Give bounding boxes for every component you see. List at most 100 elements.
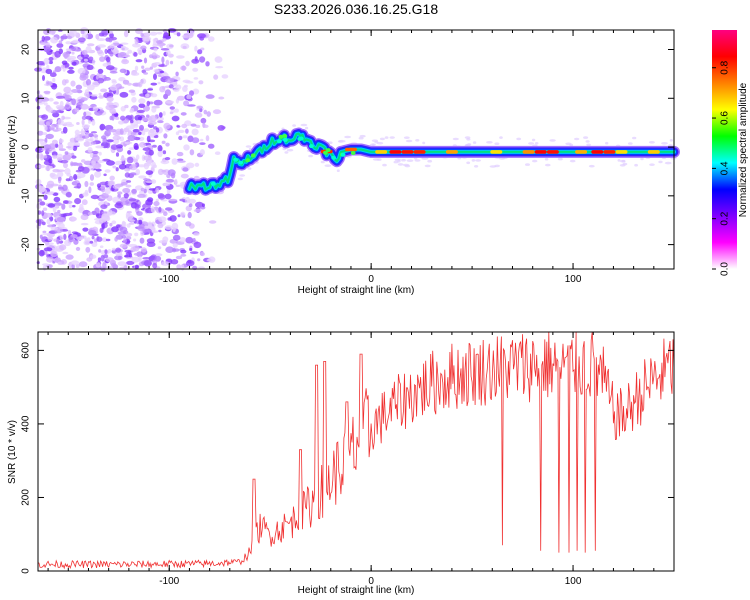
noise-blob <box>140 32 144 37</box>
noise-blob <box>139 141 146 148</box>
noise-blob <box>114 236 118 242</box>
noise-blob <box>67 69 75 74</box>
noise-blob <box>89 182 95 186</box>
noise-blob <box>143 260 152 267</box>
noise-blob <box>75 137 85 142</box>
noise-blob <box>80 103 89 110</box>
noise-blob <box>150 82 158 86</box>
noise-blob <box>42 207 48 211</box>
noise-blob <box>43 154 48 159</box>
noise-blob <box>57 157 63 162</box>
noise-blob <box>133 204 141 209</box>
noise-blob <box>147 221 153 227</box>
noise-blob <box>123 193 129 199</box>
ridge-blob <box>210 181 216 186</box>
noise-blob <box>185 260 195 267</box>
noise-blob <box>144 150 152 155</box>
noise-blob <box>164 225 173 230</box>
noise-blob <box>106 65 115 71</box>
ridge-blob <box>277 139 282 144</box>
colorbar-tick-label: 0.0 <box>720 262 731 276</box>
noise-blob <box>161 261 170 266</box>
noise-blob <box>149 115 158 122</box>
noise-blob <box>46 218 51 225</box>
noise-blob <box>63 86 72 94</box>
noise-blob <box>142 36 152 42</box>
noise-blob <box>58 177 62 184</box>
noise-blob <box>81 115 87 121</box>
noise-blob <box>138 219 143 225</box>
noise-blob <box>150 206 155 213</box>
noise-blob <box>123 30 129 38</box>
noise-blob <box>158 229 162 233</box>
snr-y-axis-label: SNR (10 * v/v) <box>7 420 18 484</box>
noise-blob <box>70 80 76 87</box>
noise-blob <box>54 50 61 58</box>
noise-blob <box>153 99 163 106</box>
noise-blob <box>115 167 119 172</box>
noise-blob <box>120 157 128 161</box>
noise-blob <box>308 154 313 158</box>
noise-blob <box>83 58 88 62</box>
noise-blob <box>177 129 185 133</box>
noise-blob <box>494 164 500 168</box>
noise-blob <box>139 124 144 131</box>
ridge-peak <box>522 150 535 154</box>
noise-blob <box>157 150 163 158</box>
noise-blob <box>130 107 135 112</box>
noise-blob <box>127 150 132 155</box>
noise-blob <box>166 43 174 49</box>
noise-blob <box>59 160 69 164</box>
noise-blob <box>565 142 572 146</box>
noise-blob <box>62 251 69 255</box>
noise-blob <box>80 222 89 226</box>
noise-blob <box>172 247 177 253</box>
noise-blob <box>80 53 90 59</box>
noise-blob <box>43 90 51 94</box>
noise-blob <box>50 226 58 231</box>
noise-blob <box>52 77 56 83</box>
noise-blob <box>184 32 194 39</box>
noise-blob <box>160 48 170 51</box>
noise-blob <box>157 120 164 124</box>
noise-blob <box>114 116 120 120</box>
noise-blob <box>71 155 77 159</box>
noise-blob <box>90 94 98 97</box>
noise-blob <box>193 241 202 249</box>
noise-blob <box>471 159 476 162</box>
noise-blob <box>98 92 102 96</box>
noise-blob <box>89 254 97 259</box>
noise-blob <box>47 107 53 113</box>
noise-blob <box>557 157 563 161</box>
noise-blob <box>157 194 166 200</box>
noise-blob <box>74 198 82 205</box>
noise-blob <box>110 43 115 49</box>
spectrogram-ytick-label: 20 <box>21 44 32 56</box>
snr-xtick-label: -100 <box>159 576 179 587</box>
noise-blob <box>71 46 76 52</box>
noise-blob <box>588 164 595 168</box>
noise-blob <box>172 242 178 248</box>
noise-blob <box>186 104 196 107</box>
noise-blob <box>96 38 106 42</box>
noise-blob <box>147 129 157 137</box>
noise-blob <box>125 252 131 256</box>
noise-blob <box>121 59 129 65</box>
noise-blob <box>160 159 170 165</box>
noise-blob <box>182 135 188 139</box>
noise-blob <box>144 162 152 167</box>
noise-blob <box>89 174 95 181</box>
colorbar-ticks: 0.0 0.2 0.4 0.6 0.8 <box>712 60 731 276</box>
noise-blob <box>38 249 45 257</box>
noise-blob <box>574 137 580 141</box>
noise-blob <box>142 147 151 152</box>
noise-blob <box>56 238 60 245</box>
noise-blob <box>169 111 174 115</box>
noise-blob <box>68 204 73 209</box>
noise-blob <box>199 142 206 146</box>
noise-blob <box>200 138 204 142</box>
noise-blob <box>43 194 48 200</box>
noise-blob <box>164 89 171 97</box>
noise-blob <box>119 68 127 74</box>
